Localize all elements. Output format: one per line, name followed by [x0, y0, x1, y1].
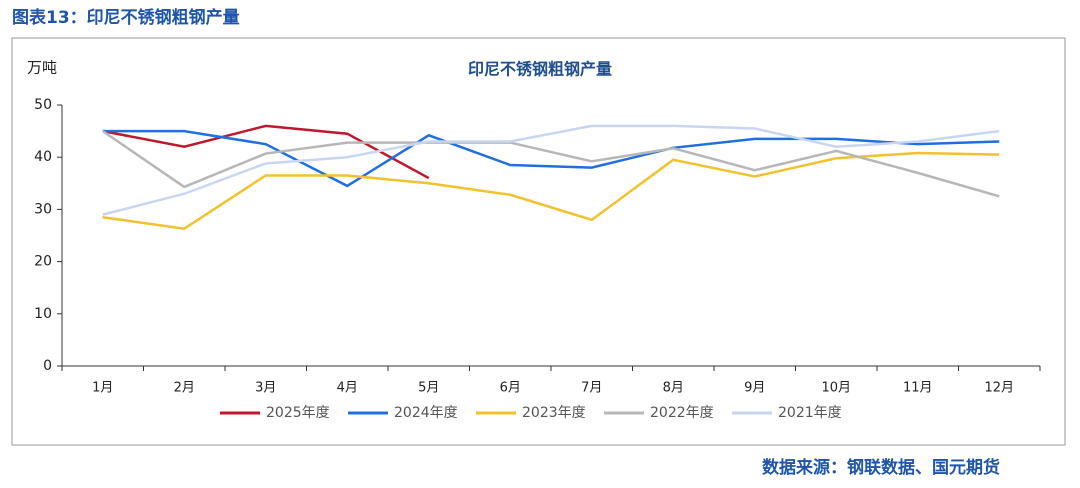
- series-line: [102, 129, 1000, 188]
- legend-label: 2022年度: [650, 405, 714, 421]
- series-line: [102, 151, 1000, 231]
- x-tick-label: 12月: [984, 381, 1014, 396]
- x-tick-label: 8月: [663, 381, 684, 396]
- series-line: [102, 124, 430, 180]
- y-tick-label: 20: [34, 254, 52, 270]
- y-tick-label: 0: [43, 358, 52, 374]
- x-tick-label: 3月: [255, 381, 276, 396]
- chart-frame: [11, 37, 1066, 446]
- chart-title: 印尼不锈钢粗钢产量: [468, 60, 612, 79]
- legend-label: 2023年度: [522, 405, 586, 421]
- x-tick-label: 6月: [500, 381, 521, 396]
- x-tick-label: 5月: [418, 381, 439, 396]
- x-tick-label: 2月: [174, 381, 195, 396]
- y-tick-label: 40: [34, 149, 52, 165]
- legend-label: 2021年度: [778, 405, 842, 421]
- legend-label: 2024年度: [394, 405, 458, 421]
- x-tick-label: 11月: [903, 381, 933, 396]
- legend-label: 2025年度: [266, 405, 330, 421]
- source-note: 数据来源：钢联数据、国元期货: [762, 457, 1000, 478]
- series-line: [102, 130, 1000, 198]
- figure-title: 图表13：印尼不锈钢粗钢产量: [12, 7, 240, 28]
- y-axis-label: 万吨: [27, 59, 57, 77]
- x-tick-label: 1月: [92, 381, 113, 396]
- x-tick-label: 7月: [581, 381, 602, 396]
- y-tick-label: 10: [34, 306, 52, 322]
- x-tick-label: 9月: [744, 381, 765, 396]
- y-tick-label: 30: [34, 201, 52, 217]
- x-tick-label: 10月: [821, 381, 851, 396]
- x-tick-label: 4月: [337, 381, 358, 396]
- series-line: [102, 124, 1000, 216]
- y-tick-label: 50: [34, 97, 52, 113]
